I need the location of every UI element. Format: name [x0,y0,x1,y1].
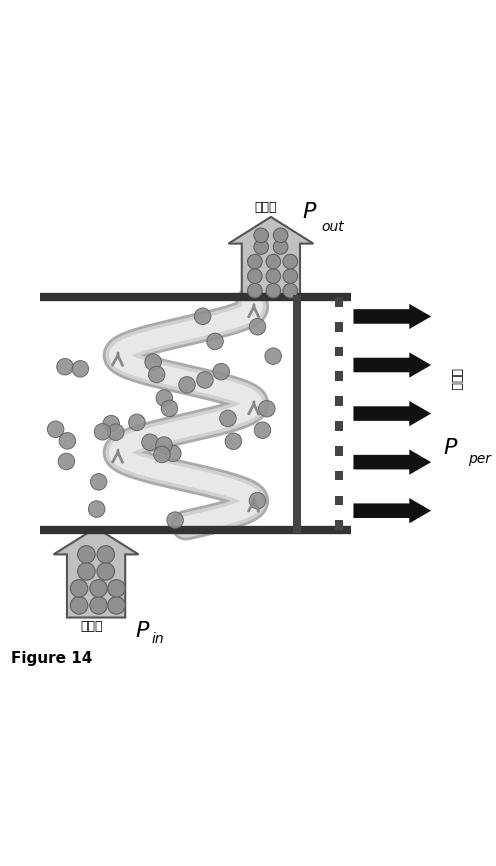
Circle shape [265,348,281,365]
Bar [334,346,343,357]
Text: in: in [152,632,165,646]
Bar [334,322,343,332]
Bar [334,372,343,381]
Circle shape [254,422,271,438]
Circle shape [273,228,288,242]
Bar [334,421,343,431]
Circle shape [266,283,281,298]
Circle shape [70,597,88,614]
Circle shape [142,434,158,450]
Circle shape [283,283,298,298]
Circle shape [167,512,184,528]
Circle shape [213,364,230,380]
Circle shape [78,563,95,580]
Circle shape [70,579,88,598]
Text: 供給物: 供給物 [80,620,103,633]
Text: 濃縮液: 濃縮液 [255,202,277,215]
Bar [334,297,343,307]
Circle shape [283,268,298,283]
Circle shape [248,268,262,283]
Bar [293,294,302,533]
Circle shape [48,421,64,437]
Circle shape [108,579,125,598]
Circle shape [97,563,115,580]
Circle shape [145,354,161,371]
Circle shape [207,333,223,350]
Text: per: per [468,452,491,467]
Bar [334,446,343,456]
Text: $P$: $P$ [135,622,150,642]
Circle shape [254,240,268,255]
FancyArrow shape [54,527,138,617]
Circle shape [148,366,165,383]
Circle shape [57,359,73,375]
FancyArrow shape [354,401,431,426]
Bar [334,397,343,406]
Circle shape [194,308,211,325]
Circle shape [258,400,275,417]
Bar [334,471,343,481]
Circle shape [90,474,107,490]
Circle shape [249,493,266,509]
Text: $P$: $P$ [443,438,458,458]
Circle shape [179,377,195,393]
FancyArrow shape [354,352,431,378]
Circle shape [72,360,89,377]
Circle shape [266,255,281,268]
Circle shape [161,400,178,417]
Circle shape [97,546,115,563]
Text: $P$: $P$ [303,202,318,222]
Circle shape [128,414,145,430]
Circle shape [165,445,181,462]
Circle shape [78,546,95,563]
FancyArrow shape [228,216,313,300]
Circle shape [156,436,172,453]
Circle shape [266,268,281,283]
Circle shape [58,453,75,469]
Circle shape [220,410,236,427]
Circle shape [154,446,170,462]
Circle shape [197,372,213,388]
FancyArrow shape [354,449,431,475]
Circle shape [108,424,124,441]
Circle shape [283,255,298,268]
Circle shape [273,240,288,255]
Circle shape [90,597,107,614]
Circle shape [108,597,125,614]
FancyArrow shape [354,498,431,523]
Circle shape [248,283,262,298]
Circle shape [103,416,120,432]
Text: out: out [321,220,344,234]
Circle shape [156,390,173,406]
FancyArrow shape [354,304,431,329]
Circle shape [88,501,105,517]
Circle shape [254,228,268,242]
Circle shape [248,255,262,268]
Circle shape [59,433,75,449]
Bar [334,520,343,530]
Circle shape [225,433,242,449]
Circle shape [249,319,266,335]
Bar [334,495,343,505]
Text: Figure 14: Figure 14 [11,651,92,666]
Circle shape [90,579,107,598]
Text: 透過物: 透過物 [449,368,462,391]
Circle shape [94,423,111,440]
